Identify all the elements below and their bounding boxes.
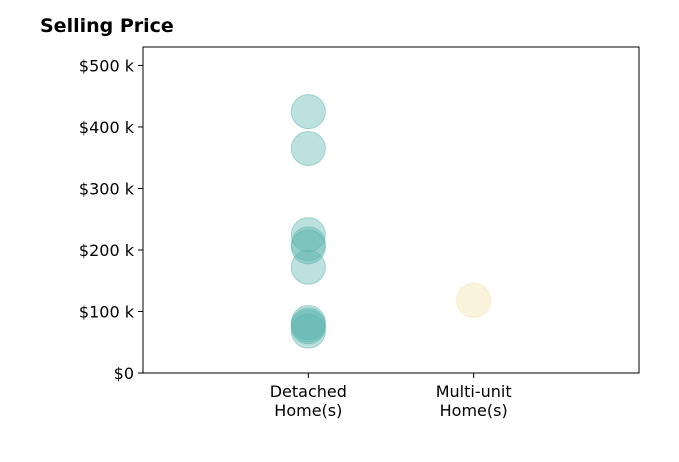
plot-frame bbox=[142, 46, 640, 374]
y-tick-label: $400 k bbox=[79, 118, 135, 137]
y-tick-label: $100 k bbox=[79, 302, 135, 321]
x-tick-label: Detached Home(s) bbox=[270, 382, 347, 420]
y-tick-label: $200 k bbox=[79, 241, 135, 260]
data-point bbox=[290, 94, 326, 130]
data-point bbox=[290, 309, 326, 345]
points-layer bbox=[290, 94, 492, 349]
y-tick-label: $300 k bbox=[79, 179, 135, 198]
data-point bbox=[290, 313, 326, 349]
y-tick-label: $500 k bbox=[79, 56, 135, 75]
x-tick-label: Multi-unit Home(s) bbox=[436, 382, 512, 420]
data-point bbox=[290, 229, 326, 265]
data-point bbox=[290, 217, 326, 253]
data-point bbox=[456, 282, 492, 318]
y-axis: $0 $100 k $200 k $300 k $400 k $500 k bbox=[79, 56, 143, 383]
chart-title: Selling Price bbox=[40, 15, 174, 37]
y-tick-label: $0 bbox=[114, 364, 134, 383]
data-point bbox=[290, 130, 326, 166]
x-axis: Detached Home(s) Multi-unit Home(s) bbox=[270, 373, 512, 420]
data-point bbox=[290, 249, 326, 285]
